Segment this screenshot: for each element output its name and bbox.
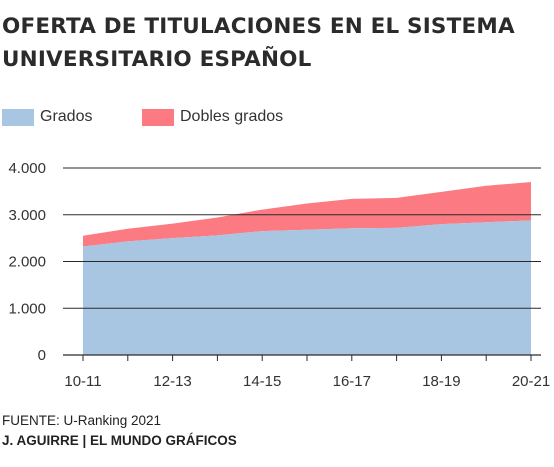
- x-tick-label: 20-21: [512, 373, 550, 390]
- y-tick-label: 4.000: [8, 160, 46, 177]
- legend-swatch-dobles-grados: [142, 108, 174, 126]
- legend-item-dobles-grados: Dobles grados: [142, 108, 283, 126]
- x-tick-label: 10-11: [64, 373, 101, 390]
- y-tick-label: 2.000: [8, 254, 46, 271]
- legend-item-grados: Grados: [2, 108, 92, 126]
- y-tick-label: 3.000: [8, 207, 46, 224]
- legend-swatch-grados: [2, 108, 34, 126]
- chart-title: OFERTA DE TITULACIONES EN EL SISTEMA UNI…: [2, 14, 515, 72]
- credit-note: J. AGUIRRE | EL MUNDO GRÁFICOS: [2, 433, 237, 448]
- x-tick-label: 18-19: [422, 373, 460, 390]
- x-tick-label: 16-17: [333, 373, 371, 390]
- legend-label-dobles-grados: Dobles grados: [180, 108, 284, 125]
- x-tick-label: 14-15: [243, 373, 281, 390]
- y-tick-label: 0: [38, 347, 46, 364]
- source-note: FUENTE: U-Ranking 2021: [2, 413, 162, 428]
- area-grados: [83, 220, 531, 355]
- area-chart: 0 1.000 2.000 3.000 4.000 10-11 12-13 14-15 16-1…: [8, 160, 550, 390]
- y-tick-label: 1.000: [8, 300, 46, 317]
- x-tick-label: 12-13: [153, 373, 191, 390]
- legend-label-grados: Grados: [40, 108, 93, 125]
